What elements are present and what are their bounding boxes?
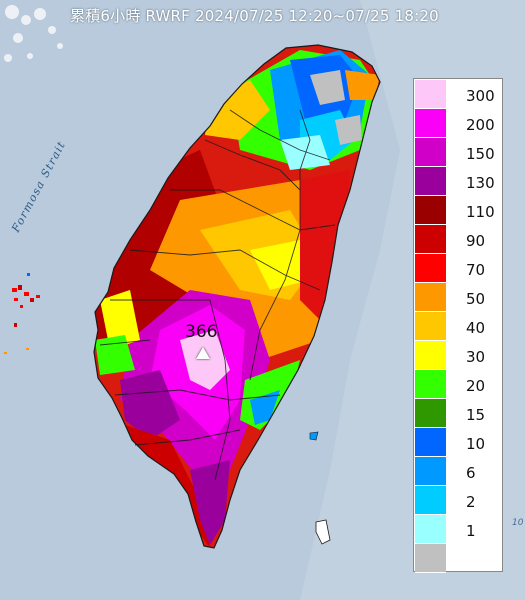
rainfall-legend: 300 200 150 130 110 90 70 50 40 30 20 15 10 6 2 1 <box>413 78 503 573</box>
legend-swatch <box>415 341 446 370</box>
cloud-patches <box>4 5 63 62</box>
legend-swatch <box>415 80 446 109</box>
legend-swatch <box>415 254 446 283</box>
legend-label: 15 <box>466 405 486 424</box>
peak-rainfall-value: 366 <box>185 322 218 342</box>
map-title: 累積6小時 RWRF 2024/07/25 12:20~07/25 18:20 <box>70 7 439 25</box>
legend-swatch <box>415 515 446 544</box>
penghu-islands <box>4 273 40 354</box>
legend-swatch <box>415 138 446 167</box>
legend-swatch <box>415 457 446 486</box>
legend-label: 200 <box>466 115 495 134</box>
legend-label: 10 <box>466 434 486 453</box>
legend-label: 150 <box>466 144 495 163</box>
legend-label: 90 <box>466 231 486 250</box>
legend-label: 70 <box>466 260 486 279</box>
eastern-islets <box>309 431 331 545</box>
legend-label: 6 <box>466 463 476 482</box>
legend-swatch <box>415 486 446 515</box>
coastline <box>93 44 381 549</box>
legend-label: 30 <box>466 347 486 366</box>
legend-label: 110 <box>466 202 495 221</box>
legend-label: 40 <box>466 318 486 337</box>
legend-swatch <box>415 544 446 573</box>
rainfall-field <box>94 50 380 548</box>
legend-swatch <box>415 167 446 196</box>
legend-swatch <box>415 399 446 428</box>
legend-label: 20 <box>466 376 486 395</box>
legend-swatch <box>415 196 446 225</box>
legend-label: 130 <box>466 173 495 192</box>
county-boundaries <box>99 109 336 481</box>
peak-triangle-icon <box>196 347 210 359</box>
edge-scale-text: 10 <box>512 518 524 528</box>
legend-swatch <box>415 370 446 399</box>
legend-swatch <box>415 312 446 341</box>
legend-label: 1 <box>466 521 476 540</box>
legend-swatch <box>415 283 446 312</box>
legend-label: 2 <box>466 492 476 511</box>
legend-swatch <box>415 225 446 254</box>
legend-swatch <box>415 428 446 457</box>
legend-label: 300 <box>466 86 495 105</box>
legend-label: 50 <box>466 289 486 308</box>
legend-swatch <box>415 109 446 138</box>
